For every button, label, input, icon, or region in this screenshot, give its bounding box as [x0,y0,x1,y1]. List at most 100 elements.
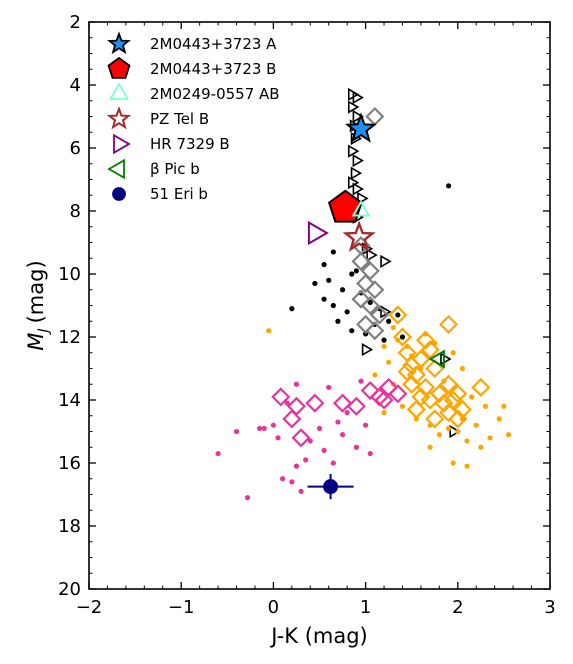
data-point [366,248,378,262]
data-point [361,343,374,357]
data-point [335,419,341,425]
data-point [349,271,355,277]
data-point [266,328,272,334]
data-point [356,314,376,334]
legend-marker-icon [107,56,131,79]
data-point [365,280,385,300]
data-point [270,422,276,428]
data-point [372,372,378,378]
data-point [427,444,433,450]
legend-label: 2M0443+3723 A [150,35,277,53]
data-point [307,438,313,444]
y-axis-title-sub: J [36,328,52,335]
legend-label: β Pic b [150,160,200,178]
series-5 [271,377,408,448]
data-point [450,460,456,466]
data-point [261,425,267,431]
data-point [487,435,493,441]
data-point [422,331,429,337]
data-point [381,410,387,416]
legend-label: HR 7329 B [150,135,230,153]
legend-marker-icon [107,158,125,180]
y-tick-label: 8 [70,201,81,222]
data-point [346,396,366,416]
data-point [360,295,380,316]
data-point [469,394,475,400]
data-point [441,378,447,384]
data-point [432,340,438,346]
data-point [478,444,484,450]
data-point [321,296,327,302]
data-point [353,444,359,450]
data-point [244,495,251,501]
legend-marker-icon [106,106,132,130]
data-point [352,154,364,168]
data-point [395,337,401,343]
y-tick-label: 10 [58,264,81,285]
data-point [330,460,336,466]
data-point [386,318,392,324]
data-point [303,457,309,463]
data-point [280,476,286,482]
y-tick-label: 18 [58,516,81,537]
data-point [464,438,470,444]
beta-pic-b-point [428,349,445,369]
data-point [289,306,295,312]
data-point [282,409,302,429]
data-point [482,403,489,409]
data-point [351,289,371,309]
hr7329-b-point [307,220,329,246]
y-tick-label: 16 [58,453,81,474]
x-tick-label: 2 [452,597,463,618]
data-point [464,463,470,469]
legend-marker-icon [112,187,126,201]
data-point [363,422,369,428]
data-point [349,328,355,334]
x-tick-label: −1 [168,597,195,618]
data-point [399,334,406,340]
data-point [409,353,415,359]
data-point [381,343,387,350]
data-point [386,359,392,365]
data-point [289,479,295,485]
x-axis-title: J-K (mag) [269,624,368,648]
legend: 2M0443+3723 A 2M0443+3723 B 2M0249-0557 AB… [106,31,280,203]
data-point [344,309,350,315]
data-point [312,280,318,287]
highlight-layer [307,112,445,500]
data-point [392,327,413,347]
y-tick-label: 4 [70,75,81,96]
data-point [347,100,360,114]
data-point [291,428,311,448]
legend-label: PZ Tel B [150,110,209,128]
data-point [321,261,327,268]
data-point [445,183,452,189]
data-point [332,393,353,413]
fifty-one-eri-b-point [323,479,339,495]
data-point [365,321,385,341]
data-point [352,109,364,124]
data-point [381,337,387,343]
y-tick-label: 20 [58,579,81,600]
y-axis-title-unit: (mag) [24,260,48,323]
data-point [471,377,491,397]
data-point [316,425,323,431]
data-point [459,365,466,372]
legend-item: HR 7329 B [113,133,230,155]
y-axis-title-main: M [24,333,48,351]
y-tick-label: 14 [58,390,81,411]
data-point [406,365,426,385]
data-point [326,384,332,390]
data-point [293,463,300,469]
data-point [339,287,346,293]
data-point [402,374,422,394]
data-point [445,425,452,431]
x-tick-label: 0 [268,597,279,618]
data-point [404,343,410,350]
data-point [459,416,466,422]
x-tick-label: 3 [544,597,555,618]
data-point [399,403,406,409]
legend-label: 2M0249-0557 AB [150,85,280,103]
data-point [360,380,380,401]
